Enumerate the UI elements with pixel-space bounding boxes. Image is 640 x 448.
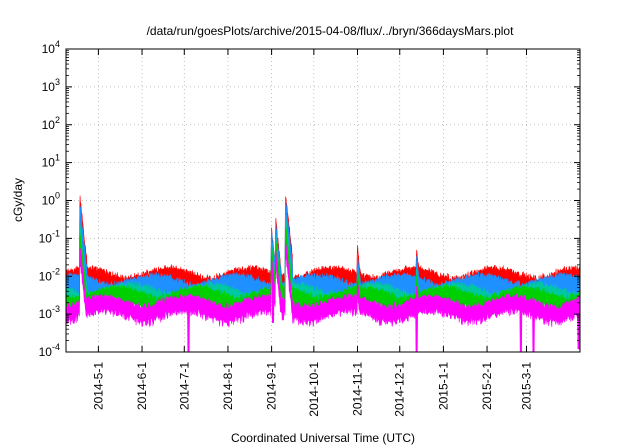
y-tick-label: 101 xyxy=(42,153,60,170)
chart-title: /data/run/goesPlots/archive/2015-04-08/f… xyxy=(147,24,515,38)
y-tick-label: 10-2 xyxy=(39,266,60,283)
plot-area xyxy=(65,195,581,353)
x-tick-label: 2015-2-1 xyxy=(480,362,494,410)
x-tick-label: 2014-9-1 xyxy=(265,362,279,410)
x-tick-label: 2014-8-1 xyxy=(221,362,235,410)
y-axis-label: cGy/day xyxy=(11,178,25,222)
y-axis: 10-4 10-3 10-2 10-1 100 101 102 103 104 xyxy=(39,39,580,359)
x-tick-label: 2015-3-1 xyxy=(519,362,533,410)
x-tick-label: 2014-12-1 xyxy=(393,362,407,417)
x-axis: 2014-5-1 2014-6-1 2014-7-1 2014-8-1 2014-9-1… xyxy=(91,49,533,417)
y-tick-label: 10-4 xyxy=(39,342,60,359)
y-tick-label: 10-3 xyxy=(39,304,60,321)
y-tick-label: 104 xyxy=(42,39,60,56)
y-tick-label: 10-1 xyxy=(39,228,60,245)
x-tick-label: 2014-11-1 xyxy=(351,362,365,416)
y-tick-label: 100 xyxy=(42,191,60,208)
x-tick-label: 2015-1-1 xyxy=(436,362,450,410)
x-axis-label: Coordinated Universal Time (UTC) xyxy=(231,431,415,445)
x-tick-label: 2014-10-1 xyxy=(307,362,321,417)
x-tick-label: 2014-5-1 xyxy=(91,362,105,410)
x-tick-label: 2014-6-1 xyxy=(135,362,149,410)
y-tick-label: 102 xyxy=(42,115,60,132)
x-tick-label: 2014-7-1 xyxy=(177,362,191,410)
y-tick-label: 103 xyxy=(42,77,60,94)
